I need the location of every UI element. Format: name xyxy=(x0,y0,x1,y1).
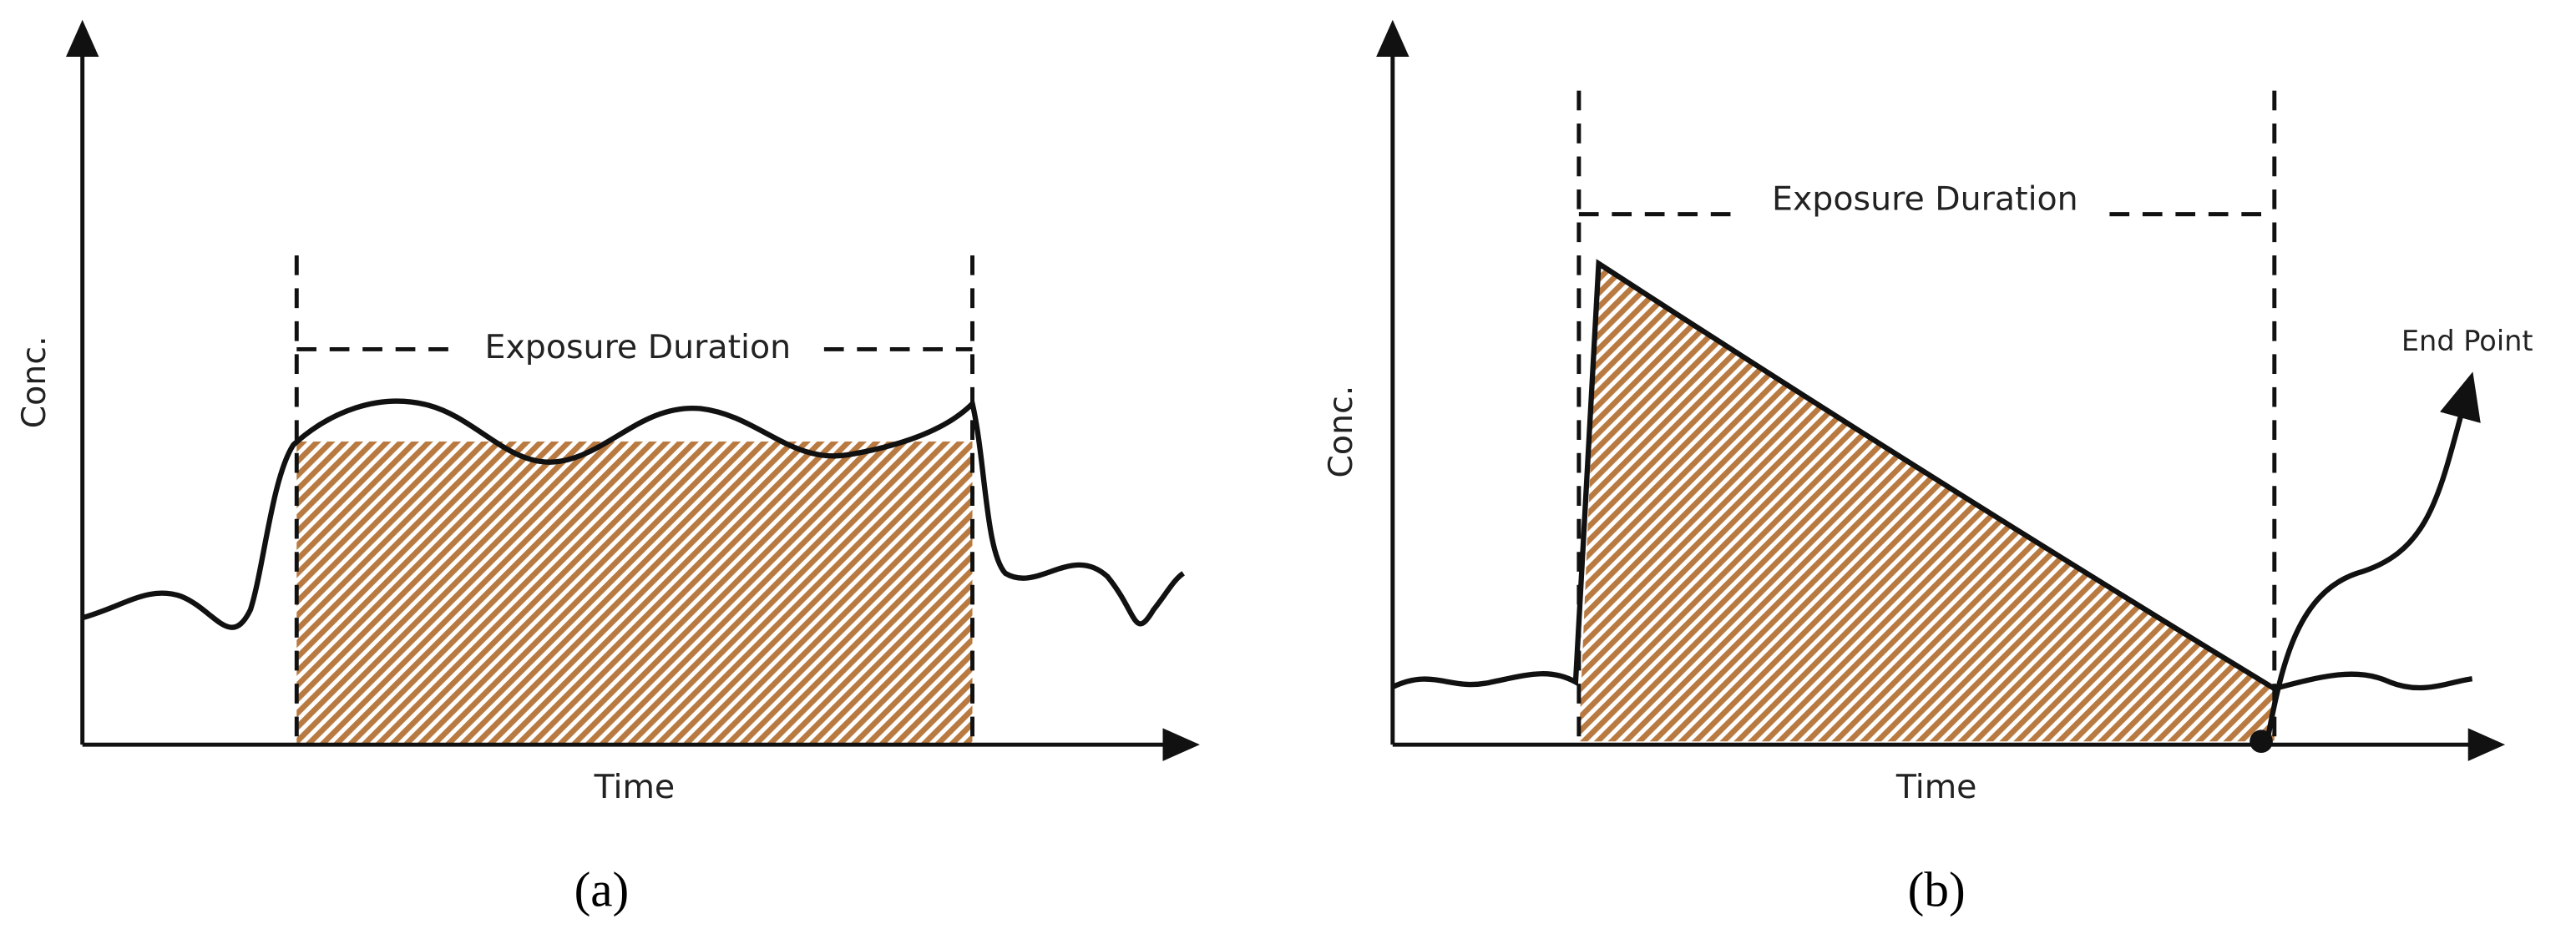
y-label: Conc. xyxy=(15,336,53,428)
concentration-curve xyxy=(81,398,1186,630)
end-point-dot xyxy=(2250,729,2273,754)
y-label: Conc. xyxy=(1322,386,1360,478)
span-label: Exposure Duration xyxy=(485,328,792,366)
x-label: Time xyxy=(594,768,676,806)
hatched-area xyxy=(1578,263,2275,742)
panel-a: Exposure Duration Conc. Time (a) xyxy=(15,19,1200,916)
panel-b: Exposure Duration Conc. Time End Point (… xyxy=(1322,19,2533,916)
hatched-area xyxy=(296,441,973,744)
caption: (a) xyxy=(574,861,630,916)
caption: (b) xyxy=(1908,861,1966,916)
end-point-arrow xyxy=(2265,371,2481,739)
x-label: Time xyxy=(1895,768,1977,806)
span-label: Exposure Duration xyxy=(1772,179,2078,218)
end-point-label: End Point xyxy=(2401,325,2533,357)
concentration-curve xyxy=(1391,259,2473,692)
